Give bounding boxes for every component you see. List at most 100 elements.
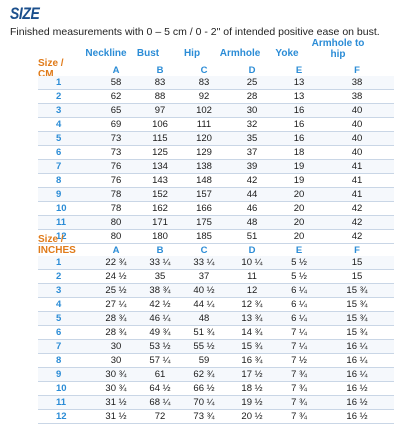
measurement-cell: 73 bbox=[94, 145, 138, 160]
size-number: 3 bbox=[38, 283, 94, 298]
measurement-cell: 16 ½ bbox=[320, 381, 394, 396]
header-hip: Hip bbox=[183, 48, 201, 59]
measurement-cell: 12 ¾ bbox=[226, 297, 278, 312]
measurement-cell: 152 bbox=[138, 187, 182, 202]
measurement-cell: 129 bbox=[182, 145, 226, 160]
measurement-cell: 16 ½ bbox=[320, 395, 394, 410]
measurement-cell: 76 bbox=[94, 159, 138, 174]
size-inches-label: Size / INCHES bbox=[38, 234, 76, 256]
size-number: 10 bbox=[38, 201, 94, 216]
measurement-cell: 20 ½ bbox=[226, 409, 278, 424]
size-number: 2 bbox=[38, 89, 94, 104]
measurement-cell: 30 bbox=[94, 339, 138, 354]
header-yoke: Yoke bbox=[275, 48, 299, 59]
size-number: 12 bbox=[38, 229, 94, 244]
measurement-cell: 70 ¼ bbox=[182, 395, 226, 410]
size-number: 4 bbox=[38, 297, 94, 312]
measurement-cell: 42 bbox=[226, 173, 278, 188]
measurement-cell: 41 bbox=[320, 173, 394, 188]
measurement-cell: 35 bbox=[138, 269, 182, 284]
table-row: 2 62 88 92 28 13 38 bbox=[38, 89, 394, 104]
measurement-cell: 68 ¼ bbox=[138, 395, 182, 410]
measurement-cell: 16 bbox=[278, 103, 320, 118]
measurement-cell: 13 bbox=[278, 89, 320, 104]
measurement-cell: 62 bbox=[94, 89, 138, 104]
measurement-cell: 40 bbox=[320, 103, 394, 118]
measurement-cell: 180 bbox=[138, 229, 182, 244]
measurement-cell: 51 bbox=[226, 229, 278, 244]
measurement-cell: 48 bbox=[182, 311, 226, 326]
measurement-cell: 30 ¾ bbox=[94, 381, 138, 396]
measurement-cell: 16 ¼ bbox=[320, 353, 394, 368]
measurement-cell: 38 ¾ bbox=[138, 283, 182, 298]
measurement-cell: 28 ¾ bbox=[94, 325, 138, 340]
size-number: 1 bbox=[38, 256, 94, 270]
column-letter: E bbox=[295, 64, 303, 76]
measurement-cell: 78 bbox=[94, 201, 138, 216]
column-letter: B bbox=[156, 244, 164, 256]
column-letter: F bbox=[354, 64, 360, 76]
header-bust: Bust bbox=[136, 48, 160, 59]
measurement-cell: 175 bbox=[182, 215, 226, 230]
page-title: SIZE bbox=[10, 4, 40, 23]
table-row: 9 78 152 157 44 20 41 bbox=[38, 187, 394, 202]
measurement-cell: 15 ¾ bbox=[320, 311, 394, 326]
column-letter: F bbox=[354, 244, 360, 256]
table-row: 7 76 134 138 39 19 41 bbox=[38, 159, 394, 174]
measurement-cell: 24 ½ bbox=[94, 269, 138, 284]
measurement-cell: 58 bbox=[94, 76, 138, 90]
header-neckline: Neckline bbox=[85, 48, 127, 59]
measurement-cell: 30 bbox=[94, 353, 138, 368]
measurement-cell: 19 bbox=[278, 173, 320, 188]
measurement-cell: 48 bbox=[226, 215, 278, 230]
measurement-cell: 157 bbox=[182, 187, 226, 202]
measurement-cell: 20 bbox=[278, 201, 320, 216]
measurement-cell: 25 bbox=[226, 76, 278, 90]
measurement-cell: 16 ¼ bbox=[320, 339, 394, 354]
subtitle: Finished measurements with 0 – 5 cm / 0 … bbox=[10, 26, 380, 38]
column-letters-row: A B C D E F bbox=[38, 244, 394, 256]
measurement-cell: 73 ¾ bbox=[182, 409, 226, 424]
measurement-cell: 16 bbox=[278, 131, 320, 146]
size-cm-label-line1: Size / bbox=[38, 58, 64, 69]
measurement-cell: 41 bbox=[320, 187, 394, 202]
column-letter: C bbox=[200, 244, 208, 256]
column-letter: A bbox=[112, 244, 120, 256]
measurement-cell: 5 ½ bbox=[278, 256, 320, 270]
measurement-cell: 44 bbox=[226, 187, 278, 202]
measurement-cell: 16 ¼ bbox=[320, 367, 394, 382]
measurement-cell: 20 bbox=[278, 187, 320, 202]
measurement-cell: 44 ¼ bbox=[182, 297, 226, 312]
measurement-cell: 83 bbox=[138, 76, 182, 90]
measurement-cell: 46 ¼ bbox=[138, 311, 182, 326]
measurement-cell: 30 bbox=[226, 103, 278, 118]
measurement-cell: 14 ¾ bbox=[226, 325, 278, 340]
column-letter: D bbox=[248, 64, 256, 76]
measurement-cell: 40 bbox=[320, 117, 394, 132]
measurement-cell: 92 bbox=[182, 89, 226, 104]
measurement-cell: 80 bbox=[94, 215, 138, 230]
measurement-cell: 7 ¾ bbox=[278, 367, 320, 382]
measurement-cell: 61 bbox=[138, 367, 182, 382]
blank-cell bbox=[38, 64, 94, 76]
size-number: 5 bbox=[38, 311, 94, 326]
measurement-cell: 19 bbox=[278, 159, 320, 174]
measurement-cell: 31 ½ bbox=[94, 395, 138, 410]
measurement-cell: 15 bbox=[320, 256, 394, 270]
measurement-cell: 148 bbox=[182, 173, 226, 188]
table-row: 4 69 106 111 32 16 40 bbox=[38, 117, 394, 132]
measurement-cell: 15 ¾ bbox=[226, 339, 278, 354]
size-number: 11 bbox=[38, 215, 94, 230]
measurement-cell: 78 bbox=[94, 187, 138, 202]
measurement-cell: 40 bbox=[320, 145, 394, 160]
